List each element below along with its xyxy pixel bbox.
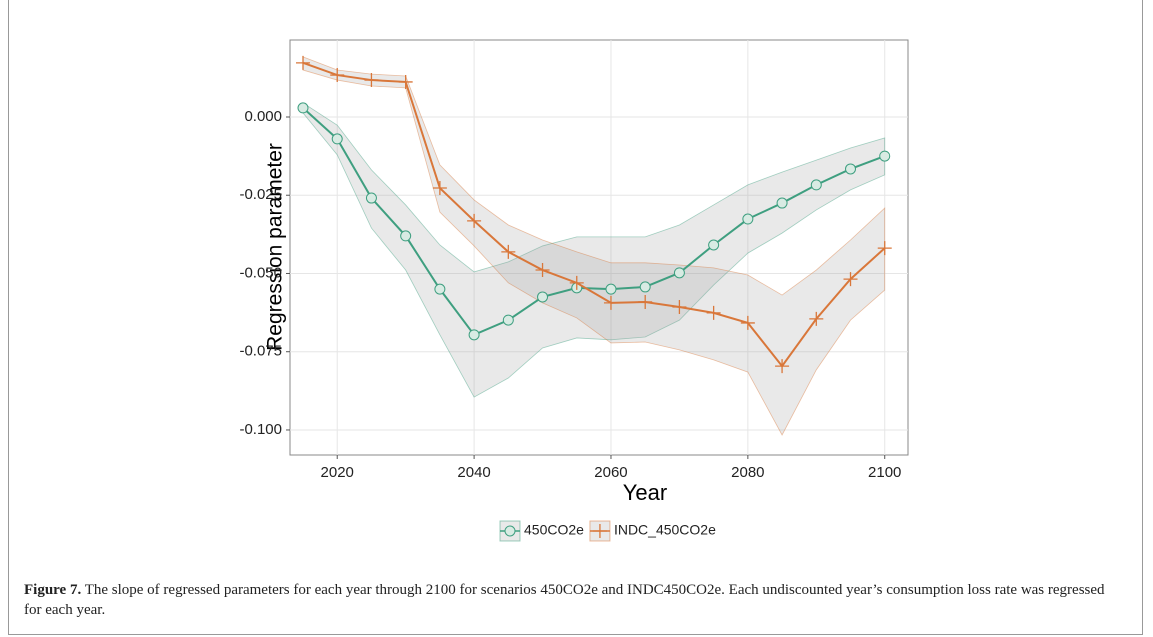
legend: 450CO2e INDC_450CO2e xyxy=(499,520,716,542)
point xyxy=(672,299,687,314)
point xyxy=(468,329,480,341)
y-axis-title: Regression parameter xyxy=(264,143,287,351)
point xyxy=(708,239,720,251)
point xyxy=(879,150,891,162)
y-tick-label: 0.000 xyxy=(244,108,282,125)
y-tick-label: -0.075 xyxy=(239,343,282,360)
point xyxy=(639,281,651,293)
caption-text: The slope of regressed parameters for ea… xyxy=(24,582,1105,618)
point xyxy=(845,163,857,175)
point xyxy=(297,102,309,114)
x-tick-label: 2020 xyxy=(321,464,354,481)
y-tick-label: -0.050 xyxy=(239,264,282,281)
point xyxy=(775,359,790,374)
x-tick-label: 2040 xyxy=(457,464,490,481)
point xyxy=(809,311,824,326)
point xyxy=(502,314,514,326)
confidence-band xyxy=(302,56,886,436)
point xyxy=(398,74,413,89)
point xyxy=(776,197,788,209)
point xyxy=(365,192,377,204)
point xyxy=(467,213,482,228)
point xyxy=(638,294,653,309)
point xyxy=(535,263,550,278)
point xyxy=(843,272,858,287)
y-tick-label: -0.025 xyxy=(239,186,282,203)
point xyxy=(400,230,412,242)
figure-frame xyxy=(8,0,1143,635)
legend-label: INDC_450CO2e xyxy=(614,522,716,538)
legend-label: 450CO2e xyxy=(524,522,584,538)
point xyxy=(364,73,379,88)
point xyxy=(810,179,822,191)
point xyxy=(673,267,685,279)
chart: Year Regression parameter 0.000 -0.025 -0.… xyxy=(239,39,909,542)
point xyxy=(432,181,447,196)
plot-layer xyxy=(290,40,908,455)
point xyxy=(569,275,584,290)
caption: Figure 7. The slope of regressed paramet… xyxy=(24,580,1124,620)
x-tick-label: 2100 xyxy=(868,464,901,481)
legend-marker xyxy=(504,525,516,537)
x-tick-label: 2080 xyxy=(731,464,764,481)
point xyxy=(605,283,617,295)
point xyxy=(740,315,755,330)
x-tick-label: 2060 xyxy=(594,464,627,481)
point xyxy=(331,133,343,145)
y-tick-label: -0.100 xyxy=(239,421,282,438)
series-line xyxy=(302,107,886,337)
x-axis-title: Year xyxy=(623,480,667,505)
point xyxy=(296,55,311,70)
point xyxy=(501,244,516,259)
point xyxy=(537,291,549,303)
point xyxy=(706,305,721,320)
caption-label: Figure 7. xyxy=(24,582,82,598)
plot-panel xyxy=(289,39,909,456)
point xyxy=(877,241,892,256)
confidence-band xyxy=(302,102,886,398)
point xyxy=(434,283,446,295)
legend-marker xyxy=(592,524,607,538)
point xyxy=(742,213,754,225)
point xyxy=(603,295,618,310)
point xyxy=(330,68,345,83)
